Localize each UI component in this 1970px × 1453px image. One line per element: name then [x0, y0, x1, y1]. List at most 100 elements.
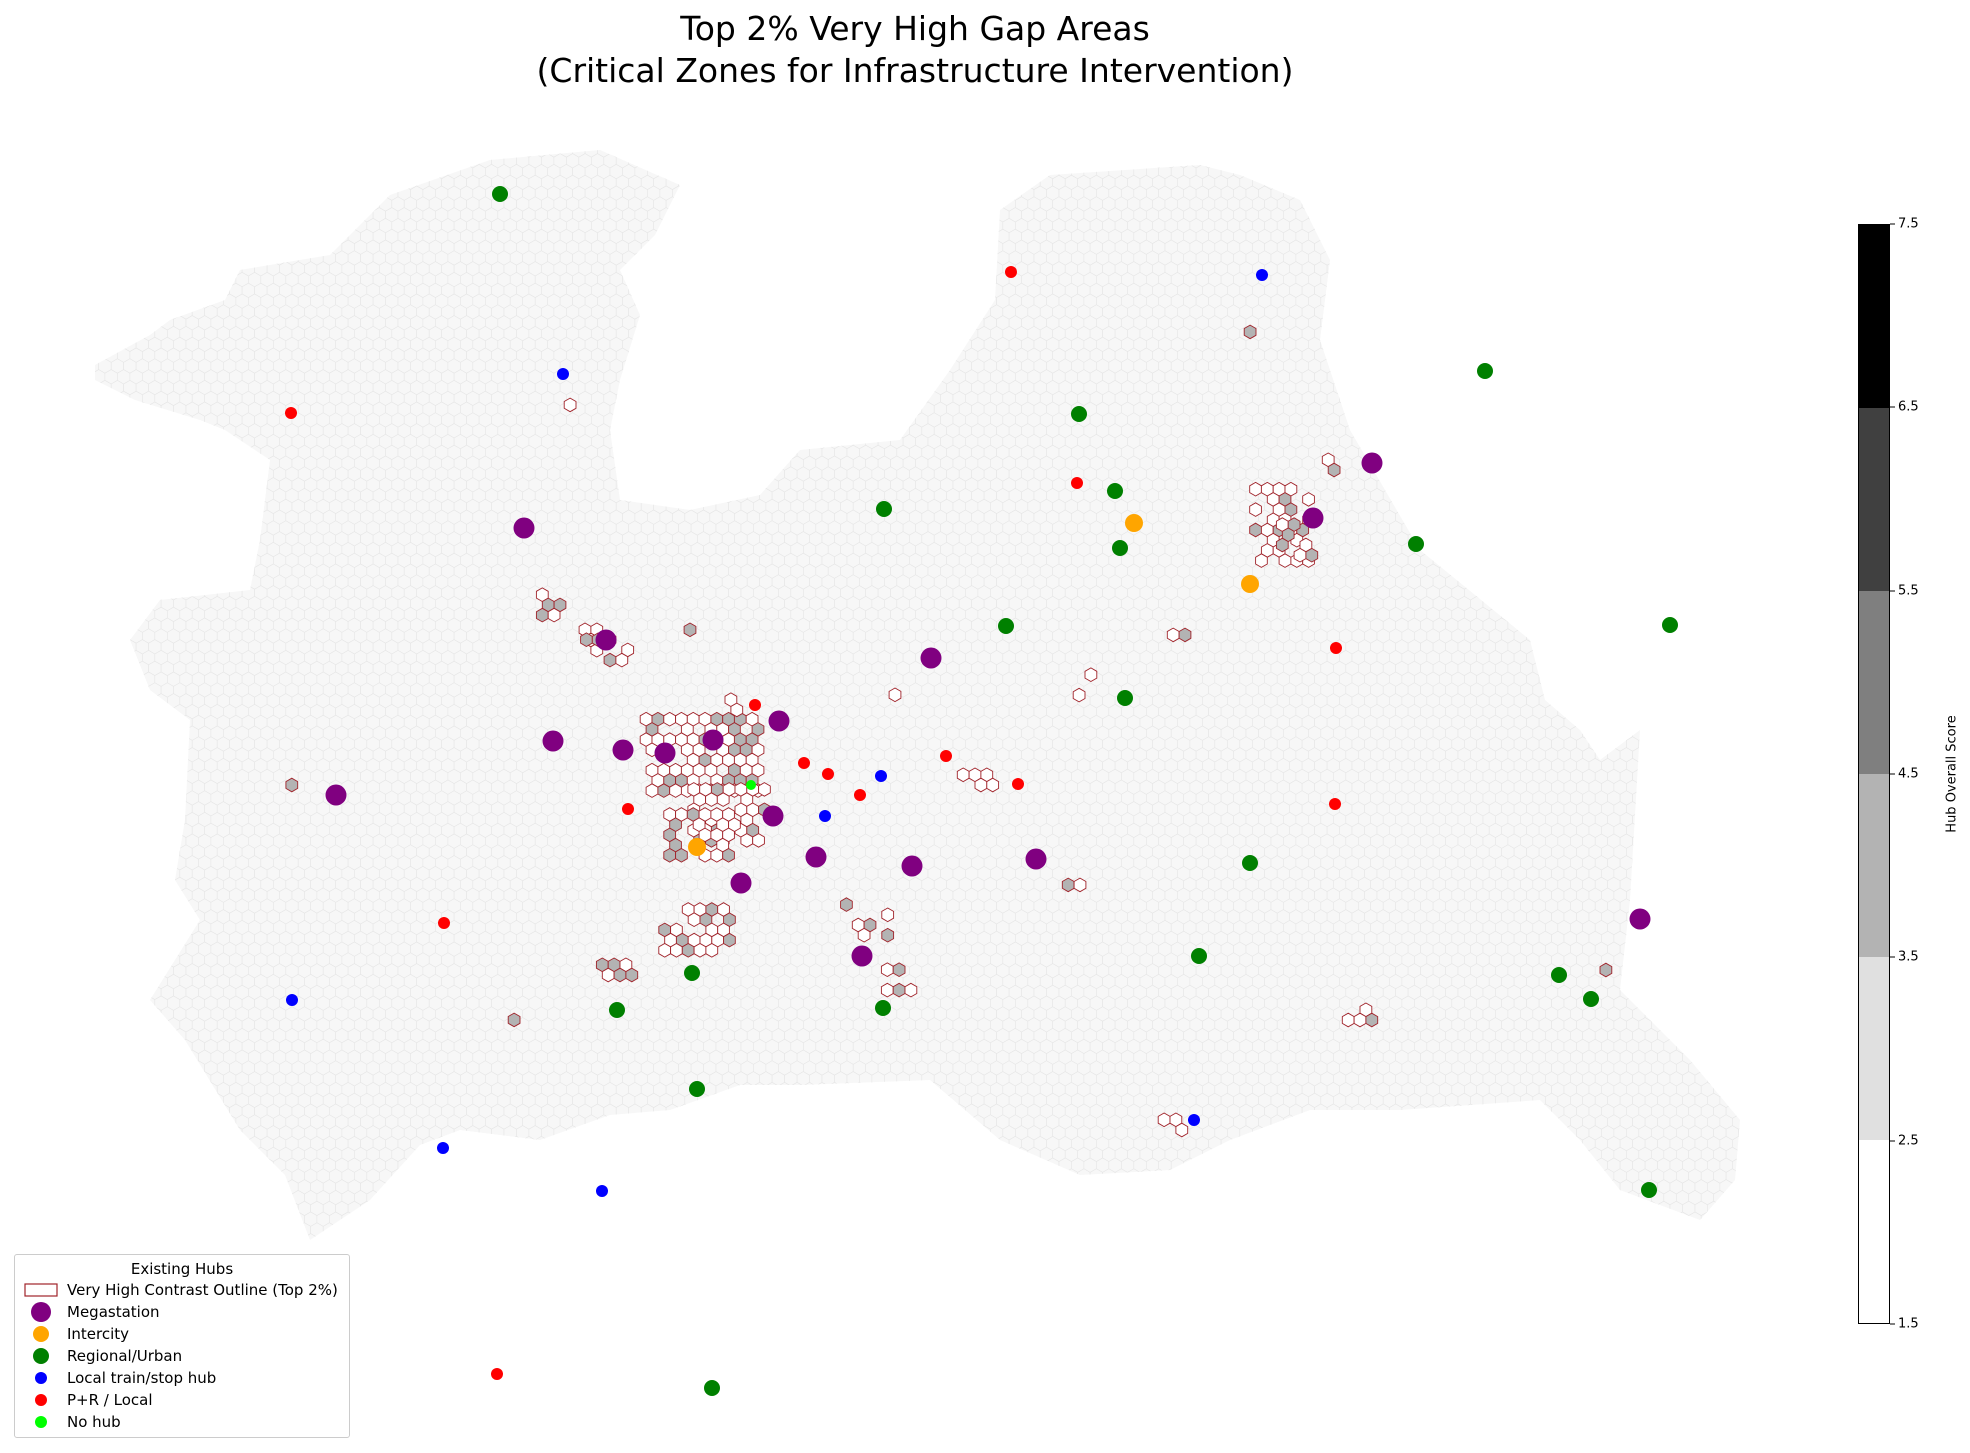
- grid-hex: [241, 218, 255, 234]
- grid-hex: [1657, 272, 1671, 288]
- grid-hex: [135, 250, 149, 266]
- grid-hex: [908, 293, 923, 309]
- grid-hex: [765, 326, 779, 342]
- grid-hex: [1651, 434, 1665, 450]
- grid-hex: [1370, 358, 1384, 374]
- grid-hex: [1713, 218, 1727, 234]
- grid-hex: [95, 293, 99, 309]
- grid-hex: [1700, 261, 1714, 277]
- grid-hex: [1725, 282, 1739, 298]
- grid-hex: [1414, 369, 1428, 385]
- grid-hex: [1707, 380, 1721, 396]
- grid-hex: [304, 239, 318, 255]
- grid-hex: [1532, 380, 1546, 396]
- grid-hex: [1582, 164, 1596, 180]
- grid-hex: [1439, 174, 1453, 190]
- grid-hex: [771, 150, 785, 158]
- grid-hex: [852, 196, 867, 212]
- grid-hex: [1613, 434, 1627, 450]
- grid-hex: [1594, 272, 1608, 288]
- grid-hex: [1439, 520, 1453, 536]
- grid-hex: [223, 250, 237, 266]
- grid-hex: [1719, 444, 1733, 460]
- grid-hex: [1214, 153, 1228, 169]
- grid-hex: [840, 218, 854, 234]
- grid-hex: [1707, 272, 1721, 288]
- grid-hex: [129, 153, 143, 169]
- grid-hex: [1676, 282, 1689, 298]
- grid-hex: [223, 466, 237, 482]
- grid-hex: [965, 196, 979, 212]
- grid-hex: [1513, 455, 1527, 471]
- grid-hex: [946, 315, 960, 331]
- grid-hex: [896, 358, 910, 374]
- grid-hex: [397, 150, 411, 158]
- grid-hex: [884, 164, 898, 180]
- grid-hex: [1669, 185, 1683, 201]
- grid-hex: [1457, 531, 1471, 547]
- grid-hex: [179, 520, 193, 536]
- grid-hex: [223, 164, 237, 180]
- grid-hex: [241, 239, 255, 255]
- grid-hex: [703, 390, 717, 406]
- grid-hex: [1663, 455, 1677, 471]
- grid-hex: [933, 315, 948, 331]
- grid-hex: [759, 315, 773, 331]
- grid-hex: [1445, 336, 1459, 352]
- grid-hex: [915, 282, 929, 298]
- grid-hex: [291, 174, 305, 190]
- grid-hex: [703, 282, 717, 298]
- grid-hex: [1626, 498, 1640, 514]
- grid-hex: [1732, 336, 1740, 352]
- grid-hex: [173, 250, 187, 266]
- grid-hex: [1432, 150, 1446, 158]
- grid-hex: [659, 358, 673, 374]
- grid-hex: [1501, 434, 1515, 450]
- grid-hex: [341, 218, 355, 234]
- grid-hex: [1669, 150, 1683, 158]
- grid-hex: [921, 380, 935, 396]
- grid-hex: [690, 412, 704, 428]
- grid-hex: [678, 347, 692, 363]
- grid-hex: [1682, 250, 1696, 266]
- grid-hex: [1439, 434, 1453, 450]
- grid-hex: [1632, 336, 1646, 352]
- grid-hex: [1326, 347, 1340, 363]
- grid-hex: [840, 196, 854, 212]
- grid-hex: [142, 520, 156, 536]
- grid-hex: [1619, 509, 1633, 525]
- grid-hex: [1414, 347, 1428, 363]
- grid-hex: [790, 434, 804, 450]
- grid-hex: [784, 336, 798, 352]
- grid-hex: [179, 218, 193, 234]
- grid-hex: [1420, 272, 1434, 288]
- grid-hex: [1632, 358, 1646, 374]
- grid-hex: [98, 185, 112, 201]
- grid-hex: [815, 174, 829, 190]
- grid-hex: [1382, 380, 1396, 396]
- grid-hex: [1545, 250, 1559, 266]
- grid-hex: [1582, 380, 1596, 396]
- grid-hex: [366, 174, 380, 190]
- grid-hex: [1557, 250, 1571, 266]
- grid-hex: [74, 402, 86, 416]
- grid-hex: [890, 326, 904, 342]
- grid-hex: [1713, 412, 1727, 428]
- grid-hex: [98, 509, 112, 525]
- grid-hex: [1470, 250, 1484, 266]
- grid-hex: [1719, 185, 1733, 201]
- grid-hex: [653, 477, 667, 493]
- grid-hex: [1445, 423, 1459, 439]
- grid-hex: [1426, 326, 1440, 342]
- grid-hex: [1738, 520, 1740, 536]
- grid-hex: [198, 272, 212, 288]
- grid-hex: [1676, 218, 1689, 234]
- grid-hex: [366, 153, 380, 169]
- grid-hex: [1545, 272, 1559, 288]
- grid-hex: [1732, 401, 1740, 417]
- grid-hex: [1751, 197, 1764, 211]
- grid-hex: [684, 250, 698, 266]
- grid-hex: [1513, 498, 1527, 514]
- grid-hex: [1532, 488, 1546, 504]
- grid-hex: [1401, 261, 1415, 277]
